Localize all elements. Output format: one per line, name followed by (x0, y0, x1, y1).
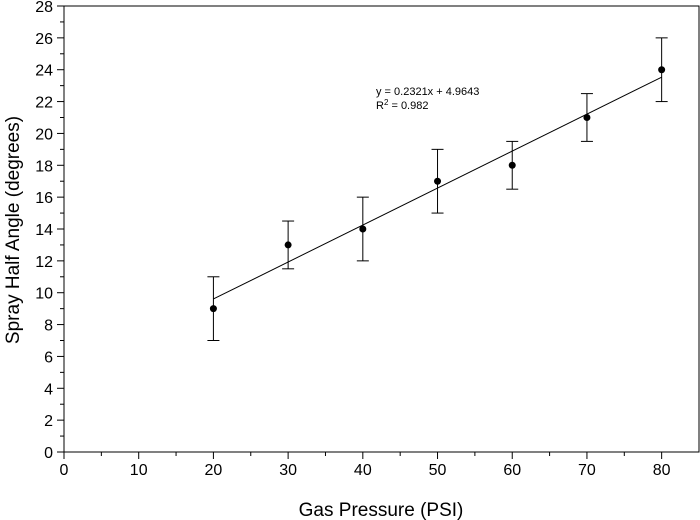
data-point (658, 66, 666, 74)
r-squared-value: = 0.982 (388, 100, 428, 112)
y-tick-label: 18 (35, 158, 53, 175)
data-point (583, 114, 591, 121)
y-tick-label: 12 (35, 254, 53, 271)
data-point (434, 177, 442, 185)
y-tick-label: 16 (35, 190, 53, 207)
x-tick-label: 20 (205, 462, 223, 479)
data-point (284, 241, 292, 249)
x-tick-label: 10 (130, 462, 148, 479)
x-tick-label: 50 (429, 462, 447, 479)
error-bars (207, 37, 668, 341)
y-tick-label: 28 (35, 0, 53, 16)
y-tick-label: 2 (44, 413, 53, 430)
x-tick-label: 80 (653, 462, 671, 479)
y-tick-label: 8 (44, 318, 53, 335)
r-squared-sup: 2 (384, 98, 389, 107)
data-points (209, 66, 666, 313)
y-axis-title: Spray Half Angle (degrees) (3, 116, 24, 344)
x-tick-label: 60 (503, 462, 521, 479)
x-tick-label: 70 (578, 462, 596, 479)
plot-frame (63, 5, 700, 453)
r-squared-r: R (376, 100, 384, 112)
axes (63, 5, 700, 453)
y-tick-label: 22 (35, 95, 53, 112)
ticks: 0 10 20 30 40 50 60 70 8002468101214161820222426… (35, 0, 670, 479)
data-point (209, 305, 217, 313)
x-tick-label: 30 (279, 462, 297, 479)
x-tick-label: 0 (60, 462, 69, 479)
x-tick-label: 40 (354, 462, 372, 479)
r-squared-label: R2 = 0.982 (376, 98, 428, 112)
y-tick-label: 20 (35, 126, 53, 143)
data-point (508, 161, 516, 169)
y-tick-label: 0 (44, 445, 53, 462)
y-tick-label: 10 (35, 286, 53, 303)
y-tick-label: 4 (44, 381, 53, 398)
y-tick-label: 24 (35, 63, 53, 80)
data-point (359, 225, 367, 233)
y-tick-label: 6 (44, 349, 53, 366)
trendline-equation: y = 0.2321x + 4.9643 (376, 86, 479, 98)
y-tick-label: 14 (35, 222, 53, 239)
y-tick-label: 26 (35, 31, 53, 48)
x-axis-title: Gas Pressure (PSI) (299, 500, 464, 520)
